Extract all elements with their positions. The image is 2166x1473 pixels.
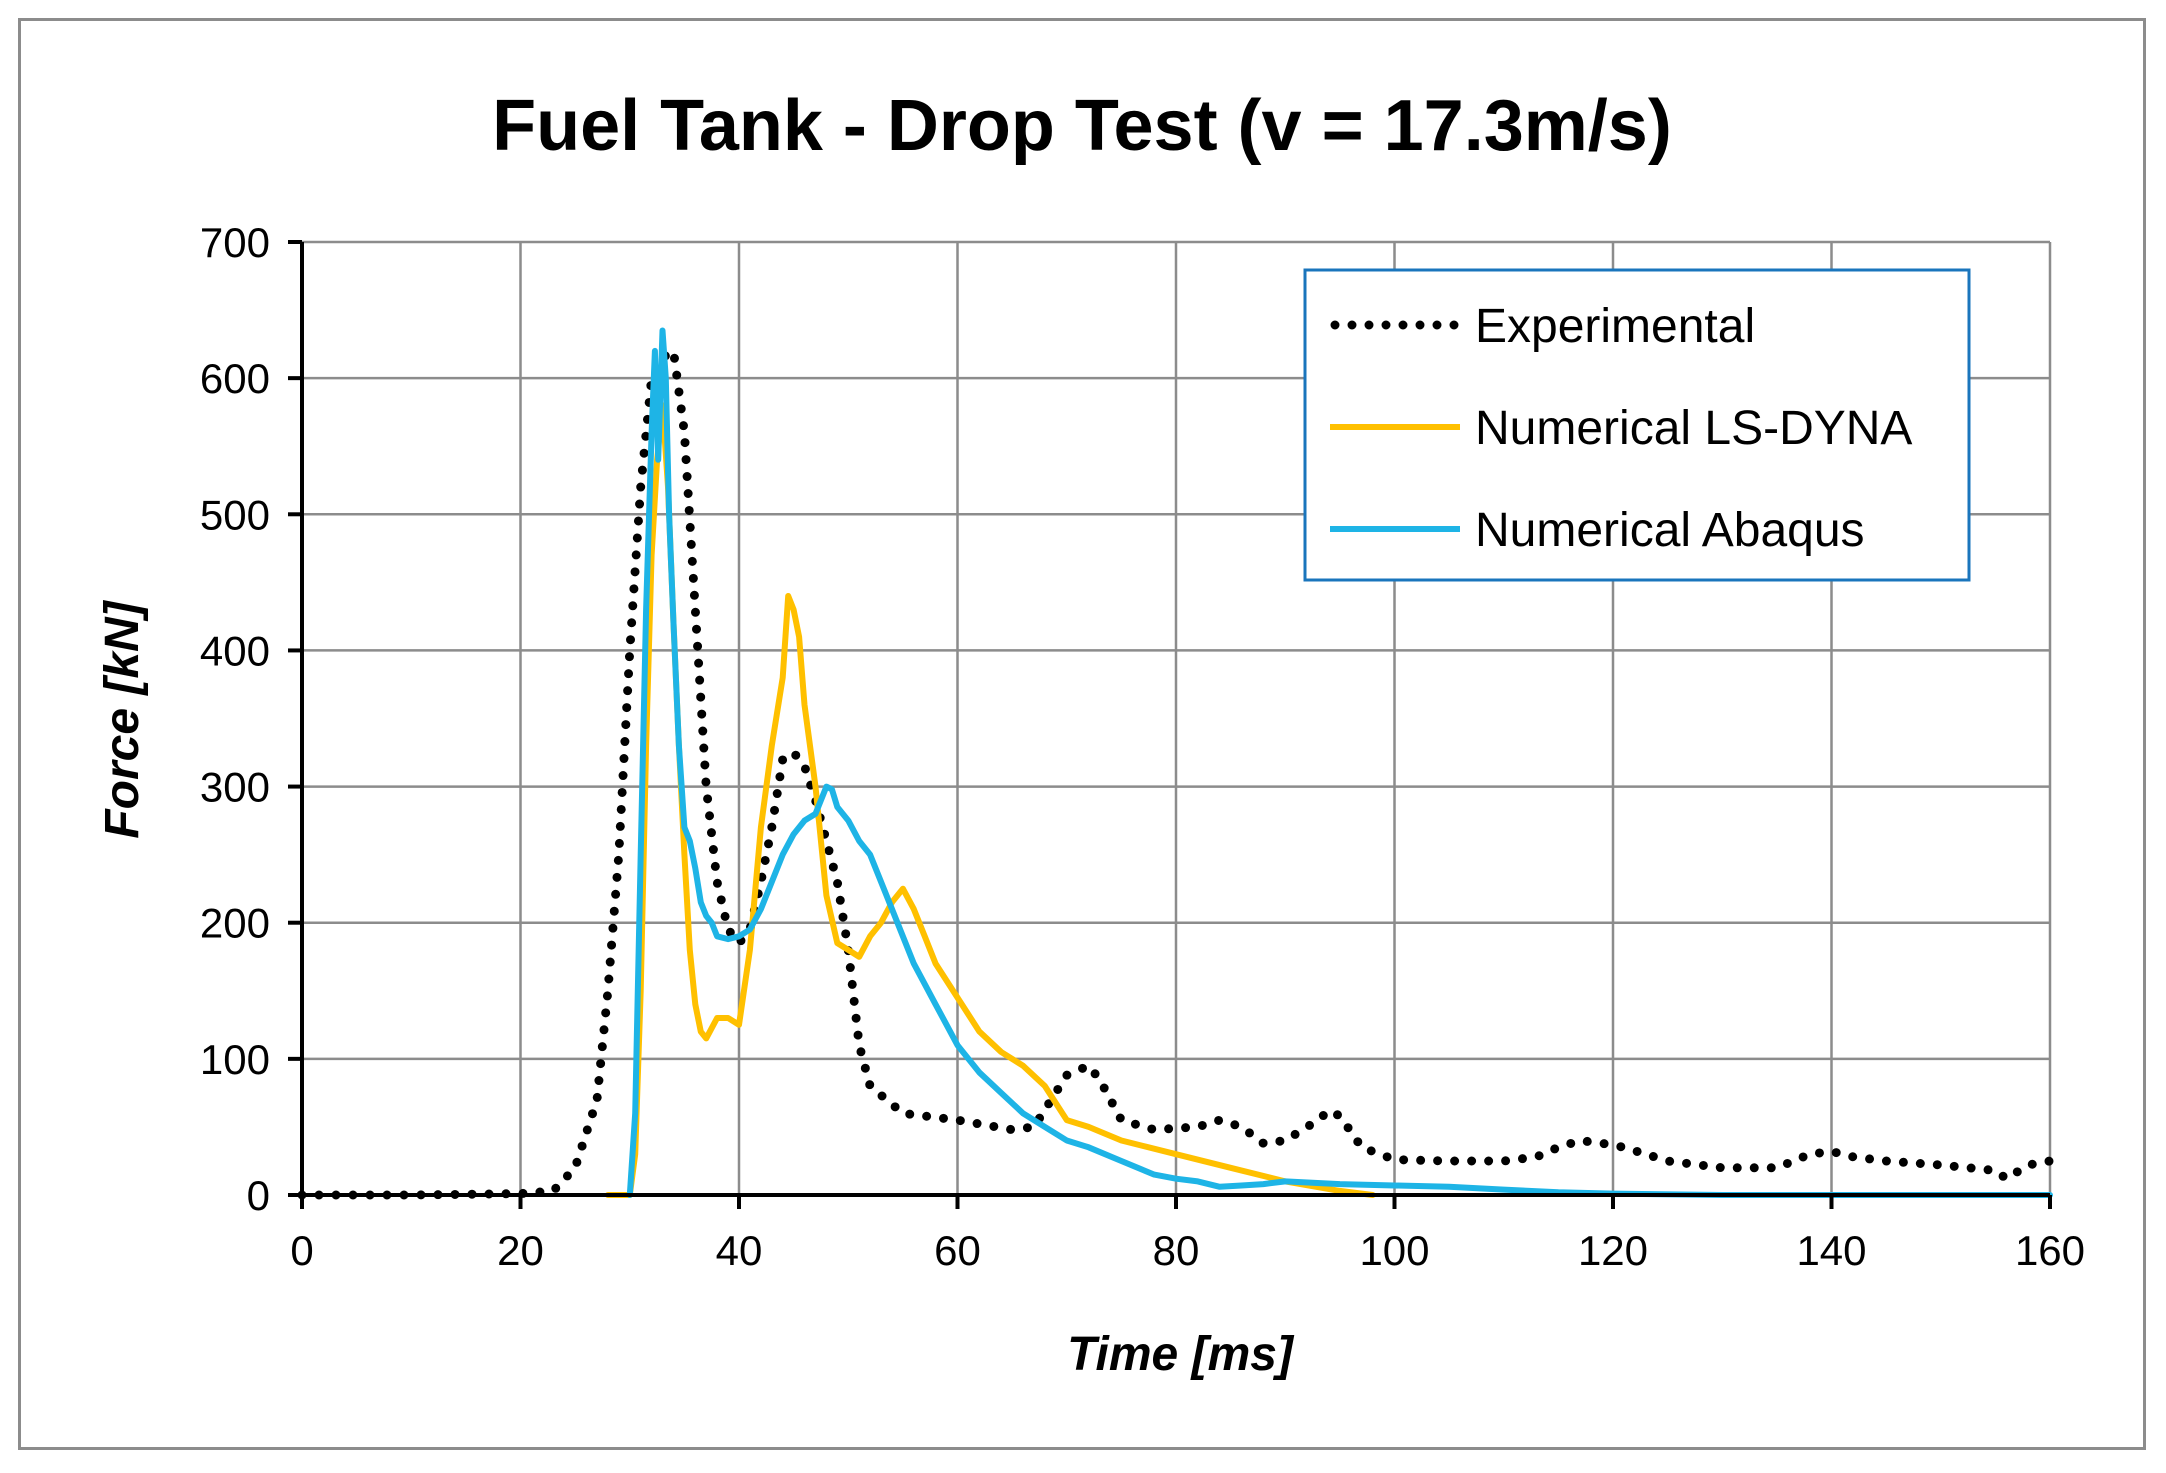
series-line-numerical-abaqus (626, 327, 2053, 1198)
series-layer (297, 327, 2055, 1200)
legend: Experimental Numerical LS-DYNA Numerical A… (1303, 268, 1971, 582)
x-tick-label: 20 (497, 1227, 544, 1274)
chart-frame (18, 18, 2146, 1450)
y-tick-label: 300 (200, 764, 270, 811)
x-tick-label: 0 (290, 1227, 313, 1274)
legend-label: Experimental (1475, 300, 1755, 353)
y-tick-label: 200 (200, 900, 270, 947)
grid (302, 240, 2052, 1195)
y-tick-label: 400 (200, 627, 270, 674)
x-tick-label: 100 (1359, 1227, 1429, 1274)
legend-label: Numerical LS-DYNA (1475, 402, 1912, 455)
x-tick-label: 140 (1796, 1227, 1866, 1274)
x-axis-label: Time [ms] (1067, 1328, 1295, 1381)
x-tick-label: 80 (1153, 1227, 1200, 1274)
legend-label: Numerical Abaqus (1475, 504, 1865, 557)
axes (288, 240, 2052, 1209)
y-tick-label: 600 (200, 355, 270, 402)
y-tick-label: 100 (200, 1036, 270, 1083)
x-tick-label: 40 (716, 1227, 763, 1274)
y-tick-label: 500 (200, 491, 270, 538)
y-tick-label: 0 (247, 1172, 270, 1219)
x-tick-label: 160 (2015, 1227, 2085, 1274)
tick-labels: 0 20 40 60 80 100 120 140 160 0 100 200 300 400 500 600… (200, 219, 2085, 1274)
x-tick-label: 120 (1578, 1227, 1648, 1274)
series-line-numerical-ls-dyna (604, 402, 1376, 1198)
y-tick-label: 700 (200, 219, 270, 266)
x-tick-label: 60 (934, 1227, 981, 1274)
y-axis-label: Force [kN] (96, 599, 149, 838)
chart-title: Fuel Tank - Drop Test (v = 17.3m/s) (492, 86, 1672, 166)
